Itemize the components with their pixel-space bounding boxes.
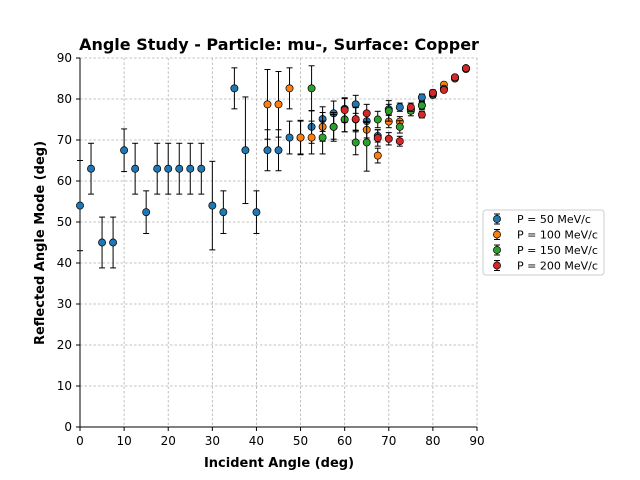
chart-title: Angle Study - Particle: mu-, Surface: Co… [79,35,479,54]
x-tick-label: 20 [161,434,176,448]
x-tick-label: 50 [293,434,308,448]
legend-item: P = 150 MeV/c [493,244,598,257]
y-tick-label: 10 [57,379,72,393]
data-point [274,100,283,109]
data-point [263,146,272,155]
legend: P = 50 MeV/c P = 100 MeV/c P = 150 MeV/c P … [482,209,605,276]
x-tick-label: 90 [469,434,484,448]
data-point [417,110,426,119]
data-point [395,103,404,112]
data-point [395,122,404,131]
data-point [351,138,360,147]
legend-label: P = 100 MeV/c [517,229,598,242]
data-point [153,164,162,173]
data-point [131,164,140,173]
x-tick-label: 40 [249,434,264,448]
data-point [329,122,338,131]
x-tick-label: 10 [116,434,131,448]
y-tick-label: 40 [57,256,72,270]
y-tick-label: 30 [57,297,72,311]
y-tick-label: 90 [57,51,72,65]
data-point [197,164,206,173]
y-tick-label: 80 [57,92,72,106]
legend-marker [493,246,501,254]
y-tick-label: 20 [57,338,72,352]
data-point [417,93,426,102]
x-tick-label: 60 [337,434,352,448]
data-point [373,151,382,160]
data-point [186,164,195,173]
data-point [340,106,349,115]
data-point [208,201,217,210]
data-point [285,84,294,93]
legend-label: P = 150 MeV/c [517,244,598,257]
y-tick-label: 70 [57,133,72,147]
data-point [98,238,107,247]
data-point [307,84,316,93]
y-tick-label: 0 [64,420,72,434]
data-point [307,133,316,142]
data-point [285,133,294,142]
data-point [175,164,184,173]
data-point [164,164,173,173]
data-point [428,88,437,97]
data-point [351,115,360,124]
data-point [142,208,151,217]
data-point [230,84,239,93]
data-point [417,101,426,110]
data-point [395,137,404,146]
data-point [373,133,382,142]
x-tick-label: 70 [381,434,396,448]
data-point [406,103,415,112]
legend-marker [493,230,501,239]
data-point [109,238,118,247]
data-point [318,133,327,142]
data-point [296,133,305,142]
data-point [362,138,371,147]
series-p-200-mev-c [340,64,470,147]
legend-marker [493,215,501,223]
x-ticks: 0 10 20 30 40 50 60 70 80 90 [76,427,485,448]
data-point [120,146,129,155]
legend-item: P = 50 MeV/c [493,213,591,226]
y-tick-label: 50 [57,215,72,229]
data-point [384,106,393,115]
data-point [450,73,459,82]
legend-label: P = 50 MeV/c [517,213,591,226]
x-tick-label: 30 [205,434,220,448]
legend-item: P = 100 MeV/c [493,229,598,242]
data-point [384,134,393,143]
data-point [263,100,272,109]
legend-frame [482,209,605,276]
data-point [219,208,228,217]
data-point [87,164,95,173]
x-tick-label: 80 [425,434,440,448]
data-point [76,201,84,210]
data-point [241,146,250,155]
data-marks [76,64,470,269]
legend-label: P = 200 MeV/c [517,260,598,273]
data-point [462,64,470,73]
x-tick-label: 0 [76,434,84,448]
y-ticks: 0 10 20 30 40 50 60 70 80 90 [57,51,80,434]
data-point [362,109,371,118]
data-point [439,86,448,94]
legend-marker [493,261,501,270]
x-axis-label: Incident Angle (deg) [204,456,354,471]
y-tick-label: 60 [57,174,72,188]
data-point [274,146,283,155]
y-axis-label: Reflected Angle Mode (deg) [33,141,48,345]
legend-item: P = 200 MeV/c [493,260,598,273]
data-point [252,208,261,217]
data-point [373,115,382,124]
